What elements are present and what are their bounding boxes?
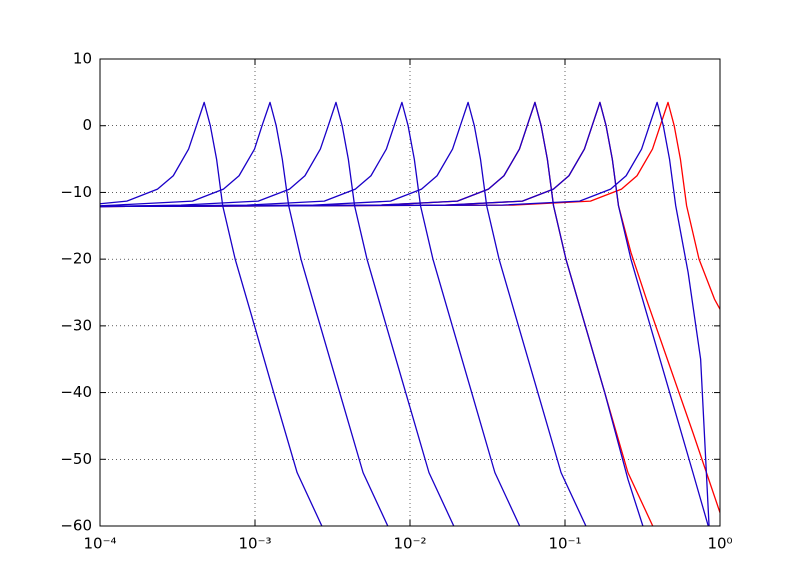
series-line xyxy=(100,101,710,526)
y-tick-label: 10 xyxy=(73,50,92,68)
series-line xyxy=(100,101,389,526)
x-tick-label: 10⁻⁴ xyxy=(83,535,116,553)
y-tick-label: −30 xyxy=(60,316,92,334)
y-tick-label: −20 xyxy=(60,250,92,268)
plot-lines xyxy=(100,101,720,526)
series-line xyxy=(100,101,587,526)
y-tick-label: −10 xyxy=(60,183,92,201)
y-tick-label: −50 xyxy=(60,450,92,468)
series-line xyxy=(100,101,720,310)
x-tick-label: 10⁻² xyxy=(393,535,426,553)
series-line xyxy=(100,101,709,526)
x-tick-label: 10⁻³ xyxy=(238,535,271,553)
y-tick-label: 0 xyxy=(82,116,92,134)
axes: 10⁻⁴ 10⁻³ 10⁻² 10⁻¹ 10⁰ −60 −50 −40 −30 −20 −10 0 10 xyxy=(60,50,732,553)
series-line xyxy=(100,101,644,526)
series-line xyxy=(100,101,323,526)
y-tick-label: −60 xyxy=(60,517,92,535)
series-line xyxy=(100,101,455,526)
x-tick-label: 10⁻¹ xyxy=(548,535,581,553)
y-tick-label: −40 xyxy=(60,383,92,401)
series-line xyxy=(100,101,521,526)
x-tick-label: 10⁰ xyxy=(707,535,732,553)
